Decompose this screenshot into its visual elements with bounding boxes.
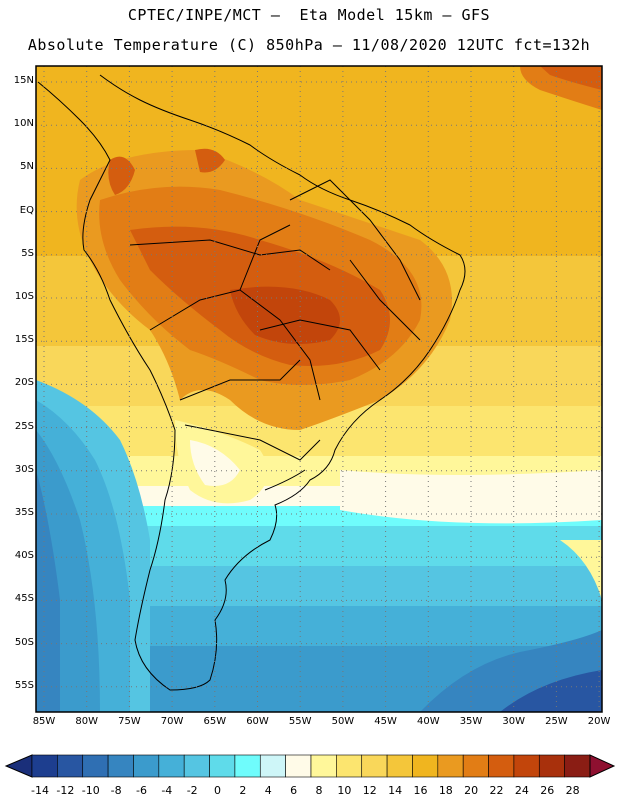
colorbar-swatch	[412, 754, 439, 778]
colorbar-swatch	[462, 754, 489, 778]
lon-label: 30W	[502, 716, 525, 727]
colorbar-swatch	[285, 754, 312, 778]
lat-label: 5N	[20, 161, 34, 173]
colorbar-tick-label: -10	[81, 784, 100, 797]
lat-label: 5S	[21, 247, 34, 259]
colorbar-swatch	[386, 754, 413, 778]
lat-label: 30S	[14, 463, 34, 475]
colorbar-swatch	[336, 754, 363, 778]
lon-label: 50W	[331, 716, 355, 727]
colorbar-swatch	[564, 754, 591, 778]
colorbar-swatch	[183, 754, 210, 778]
colorbar-swatch	[234, 754, 261, 778]
colorbar-tick-label: 6	[290, 784, 298, 797]
colorbar-tick-label: 24	[514, 784, 529, 797]
lat-label: EQ	[19, 204, 34, 216]
colorbar-under-arrow	[4, 754, 33, 778]
colorbar-tick-label: 28	[565, 784, 580, 797]
colorbar-tick-label: -6	[135, 784, 147, 797]
colorbar-swatch	[107, 754, 134, 778]
lon-label: 25W	[545, 716, 568, 727]
lat-label: 45S	[14, 593, 34, 605]
map-title-line-2: Absolute Temperature (C) 850hPa – 11/08/…	[27, 36, 591, 54]
colorbar-swatch	[31, 754, 58, 778]
colorbar-tick-label: 26	[540, 784, 555, 797]
colorbar-tick-label: 10	[337, 784, 352, 797]
lat-label: 50S	[14, 636, 34, 648]
colorbar-swatch	[158, 754, 185, 778]
lat-label: 10N	[13, 118, 34, 130]
lat-label: 15N	[13, 75, 34, 86]
colorbar-tick-label: 12	[362, 784, 377, 797]
lon-label: 60W	[246, 716, 269, 727]
lat-label: 25S	[14, 420, 34, 432]
coastlines	[37, 74, 466, 691]
lat-label: 55S	[14, 679, 34, 691]
lat-label: 40S	[14, 550, 34, 562]
lat-label: 10S	[14, 291, 34, 302]
colorbar-swatch	[310, 754, 337, 778]
colorbar-tick-label: -12	[56, 784, 75, 797]
colorbar-tick-label: 22	[489, 784, 504, 797]
map-frame	[35, 65, 603, 713]
map-title-line-1: CPTEC/INPE/MCT – Eta Model 15km – GFS	[127, 6, 491, 24]
colorbar-swatch	[133, 754, 160, 778]
lon-label: 65W	[203, 716, 227, 727]
colorbar-tick-label: 16	[413, 784, 428, 797]
colorbar-tick-label: 18	[438, 784, 453, 797]
lon-label: 45W	[374, 716, 397, 727]
lat-label: 35S	[14, 507, 34, 518]
colorbar-tick-label: 0	[214, 784, 222, 797]
colorbar-over-arrow	[589, 754, 616, 778]
colorbar-tick-label: -2	[186, 784, 198, 797]
colorbar-tick-label: 14	[388, 784, 403, 797]
colorbar-swatch	[513, 754, 540, 778]
colorbar-tick-label: 2	[239, 784, 247, 797]
colorbar-tick-label: 20	[464, 784, 479, 797]
colorbar-swatch	[437, 754, 464, 778]
lat-label: 20S	[14, 377, 34, 389]
lon-label: 75W	[118, 716, 141, 727]
colorbar-swatch	[82, 754, 109, 778]
colorbar-swatch	[488, 754, 515, 778]
lon-label: 20W	[587, 716, 611, 727]
colorbar-swatch	[361, 754, 388, 778]
colorbar-tick-label: 8	[315, 784, 323, 797]
lon-label: 40W	[416, 716, 440, 727]
lon-label: 35W	[459, 716, 483, 727]
colorbar-swatch	[57, 754, 84, 778]
lon-label: 70W	[160, 716, 184, 727]
lon-label: 80W	[75, 716, 98, 727]
colorbar-swatch	[259, 754, 286, 778]
colorbar-swatch	[538, 754, 565, 778]
lat-label: 15S	[14, 334, 34, 346]
temperature-field	[36, 66, 602, 712]
colorbar-tick-label: 4	[264, 784, 272, 797]
lon-label: 55W	[288, 716, 312, 727]
colorbar	[4, 754, 616, 778]
lon-label: 85W	[32, 716, 56, 727]
colorbar-swatch	[209, 754, 236, 778]
colorbar-tick-label: -14	[31, 784, 49, 797]
colorbar-tick-label: -4	[161, 784, 173, 797]
colorbar-tick-label: -8	[110, 784, 122, 797]
